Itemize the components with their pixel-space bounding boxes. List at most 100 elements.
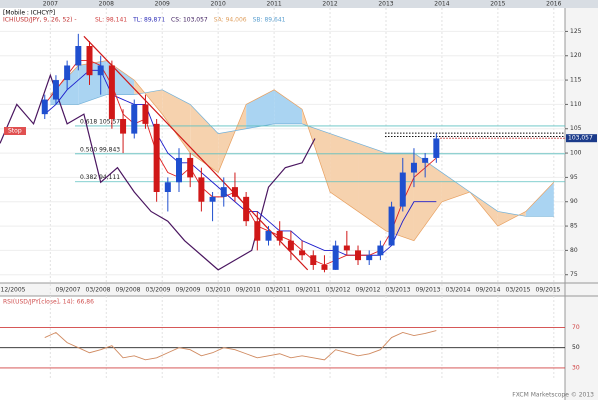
fib-label: 0.618 105,575 bbox=[80, 118, 124, 125]
date-label: 09/2014 bbox=[476, 287, 501, 294]
stat-label: CS: 103,057 bbox=[171, 17, 208, 24]
year-label: 2008 bbox=[99, 1, 114, 8]
candle-body bbox=[310, 255, 317, 265]
stat-label: TL: 89,871 bbox=[132, 17, 165, 24]
y-tick-label: 80 bbox=[570, 247, 578, 254]
fib-label: 0.500 99,843 bbox=[80, 146, 120, 153]
candle-body bbox=[142, 104, 149, 124]
y-tick-label: 75 bbox=[570, 271, 578, 278]
span-b bbox=[50, 89, 554, 217]
chart-title: [Mobile : ICHCYP] bbox=[3, 10, 55, 17]
candle-body bbox=[355, 250, 362, 261]
date-label: 09/2011 bbox=[296, 287, 321, 294]
candle-body bbox=[243, 196, 250, 222]
year-label: 2013 bbox=[378, 1, 393, 8]
stat-label: SL: 98,141 bbox=[95, 17, 127, 24]
rsi-line bbox=[44, 330, 437, 361]
candle-body bbox=[433, 138, 440, 158]
date-label: 03/2009 bbox=[146, 287, 171, 294]
cloud-segment bbox=[162, 89, 191, 154]
footer: FXCM Marketscope © 2013 bbox=[512, 392, 594, 399]
candle-body bbox=[410, 162, 417, 173]
date-label: 09/2015 bbox=[536, 287, 561, 294]
candle-body bbox=[198, 177, 205, 202]
cloud-segment bbox=[358, 143, 386, 231]
date-label: 03/2008 bbox=[86, 287, 111, 294]
cloud-segment bbox=[274, 89, 303, 124]
candle-body bbox=[287, 240, 294, 251]
rsi-tick-label: 50 bbox=[572, 344, 580, 351]
y-tick-label: 115 bbox=[570, 77, 582, 84]
candle-body bbox=[254, 221, 261, 241]
y-tick-label: 125 bbox=[570, 28, 582, 35]
year-label: 2007 bbox=[43, 1, 58, 8]
year-label: 2012 bbox=[322, 1, 337, 8]
candle-body bbox=[86, 46, 93, 76]
candle-body bbox=[332, 245, 339, 270]
date-label: 09/2012 bbox=[356, 287, 381, 294]
date-label: 09/2013 bbox=[416, 287, 441, 294]
y-tick-label: 95 bbox=[570, 174, 578, 181]
cloud-segment bbox=[330, 133, 359, 212]
date-label: 03/2015 bbox=[506, 287, 531, 294]
candle-body bbox=[276, 230, 283, 241]
stat-label: SB: 89,641 bbox=[253, 17, 286, 24]
year-label: 2014 bbox=[434, 1, 449, 8]
candle-body bbox=[321, 264, 328, 270]
candle-body bbox=[388, 206, 395, 246]
candle-body bbox=[176, 157, 183, 183]
cloud-segment bbox=[246, 89, 275, 129]
date-label: 09/2010 bbox=[236, 287, 261, 294]
date-label: 09/2007 bbox=[56, 287, 81, 294]
candle-body bbox=[64, 65, 71, 81]
cloud-segment bbox=[190, 104, 219, 173]
cloud-segment bbox=[413, 153, 442, 241]
cloud-segment bbox=[525, 182, 554, 217]
candle-body bbox=[97, 65, 104, 76]
rsi-title: RSI(USD/JPY[close], 14): 66,86 bbox=[3, 299, 94, 306]
candle-body bbox=[164, 182, 171, 192]
y-tick-label: 120 bbox=[570, 52, 582, 59]
candle-body bbox=[120, 119, 127, 134]
year-label: 2011 bbox=[266, 1, 281, 8]
y-tick-label: 85 bbox=[570, 223, 578, 230]
candle-body bbox=[187, 157, 194, 178]
stop-box bbox=[4, 127, 26, 135]
candle-body bbox=[399, 172, 406, 207]
date-label: 03/2010 bbox=[206, 287, 231, 294]
y-tick-label: 105 bbox=[570, 125, 582, 132]
candle-body bbox=[231, 187, 238, 197]
candle-body bbox=[265, 230, 272, 241]
candle-body bbox=[422, 157, 429, 163]
candle-body bbox=[52, 80, 59, 100]
candle-body bbox=[220, 187, 227, 197]
date-label: 03/2011 bbox=[266, 287, 291, 294]
rsi-tick-label: 70 bbox=[572, 324, 580, 331]
year-label: 2015 bbox=[490, 1, 505, 8]
right-axis-bg bbox=[565, 8, 598, 400]
stop-label: Stop bbox=[8, 128, 22, 135]
date-label: 09/2008 bbox=[116, 287, 141, 294]
date-axis-bg bbox=[0, 283, 565, 296]
candle-body bbox=[41, 99, 48, 115]
candle-body bbox=[108, 65, 115, 120]
year-label: 2016 bbox=[546, 1, 561, 8]
indicator-label: ICH(USD/JPY, 9, 26, 52) - bbox=[3, 17, 77, 24]
date-label: 12/2005 bbox=[1, 287, 26, 294]
last-price-label: 103,057 bbox=[568, 135, 593, 142]
candle-body bbox=[366, 255, 373, 261]
candle-body bbox=[131, 104, 138, 134]
year-label: 2009 bbox=[155, 1, 170, 8]
candle-body bbox=[209, 196, 216, 202]
date-label: 03/2014 bbox=[446, 287, 471, 294]
date-label: 09/2009 bbox=[176, 287, 201, 294]
date-label: 03/2012 bbox=[326, 287, 351, 294]
candle-body bbox=[153, 123, 160, 192]
candle-body bbox=[75, 46, 82, 66]
candle-body bbox=[343, 245, 350, 251]
year-label: 2010 bbox=[211, 1, 226, 8]
candle-body bbox=[299, 250, 306, 256]
rsi-tick-label: 30 bbox=[572, 364, 580, 371]
candle-body bbox=[377, 245, 384, 256]
